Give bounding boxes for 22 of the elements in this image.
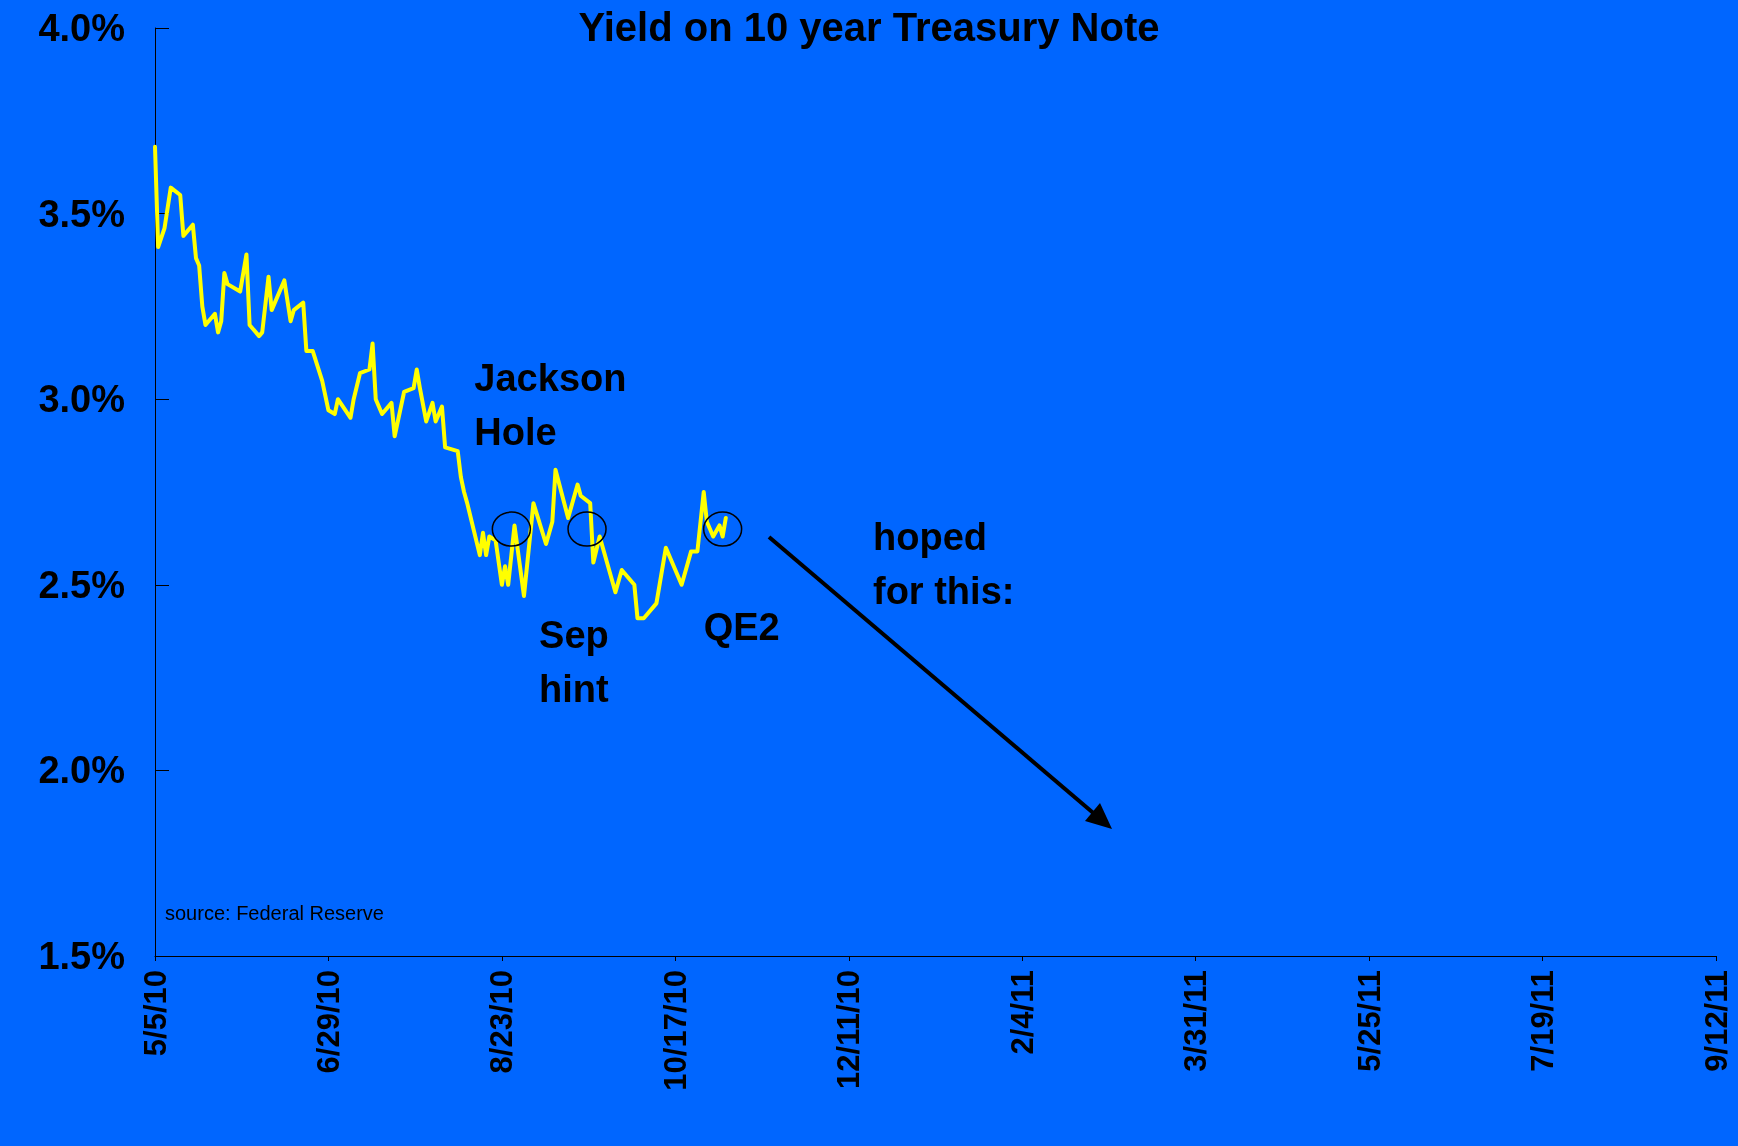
x-tick-label: 8/23/10	[484, 970, 520, 1074]
x-tick-label: 7/19/11	[1525, 970, 1561, 1072]
y-tick-label: 2.5%	[38, 563, 125, 606]
x-tick-label: 12/11/10	[831, 970, 867, 1089]
annotation: source: Federal Reserve	[165, 902, 384, 924]
x-tick-label: 3/31/11	[1178, 970, 1214, 1072]
y-tick-label: 3.5%	[38, 192, 125, 235]
x-tick-label: 5/5/10	[137, 970, 173, 1057]
y-tick-label: 4.0%	[38, 7, 125, 49]
x-tick-label: 10/17/10	[657, 970, 693, 1091]
x-tick-label: 6/29/10	[310, 970, 346, 1074]
annotation: hoped for this:	[873, 516, 1015, 612]
x-tick-label: 5/25/11	[1351, 970, 1387, 1072]
y-tick-label: 1.5%	[38, 935, 125, 977]
y-tick-label: 2.0%	[38, 749, 125, 792]
annotation: Jackson Hole	[474, 357, 627, 454]
x-tick-label: 2/4/11	[1004, 970, 1040, 1055]
chart-title: Yield on 10 year Treasury Note	[578, 5, 1160, 49]
annotation: QE2	[703, 606, 780, 649]
x-tick-label: 9/12/11	[1698, 970, 1734, 1072]
annotation: Sep hint	[539, 614, 610, 711]
y-tick-label: 3.0%	[38, 378, 125, 421]
